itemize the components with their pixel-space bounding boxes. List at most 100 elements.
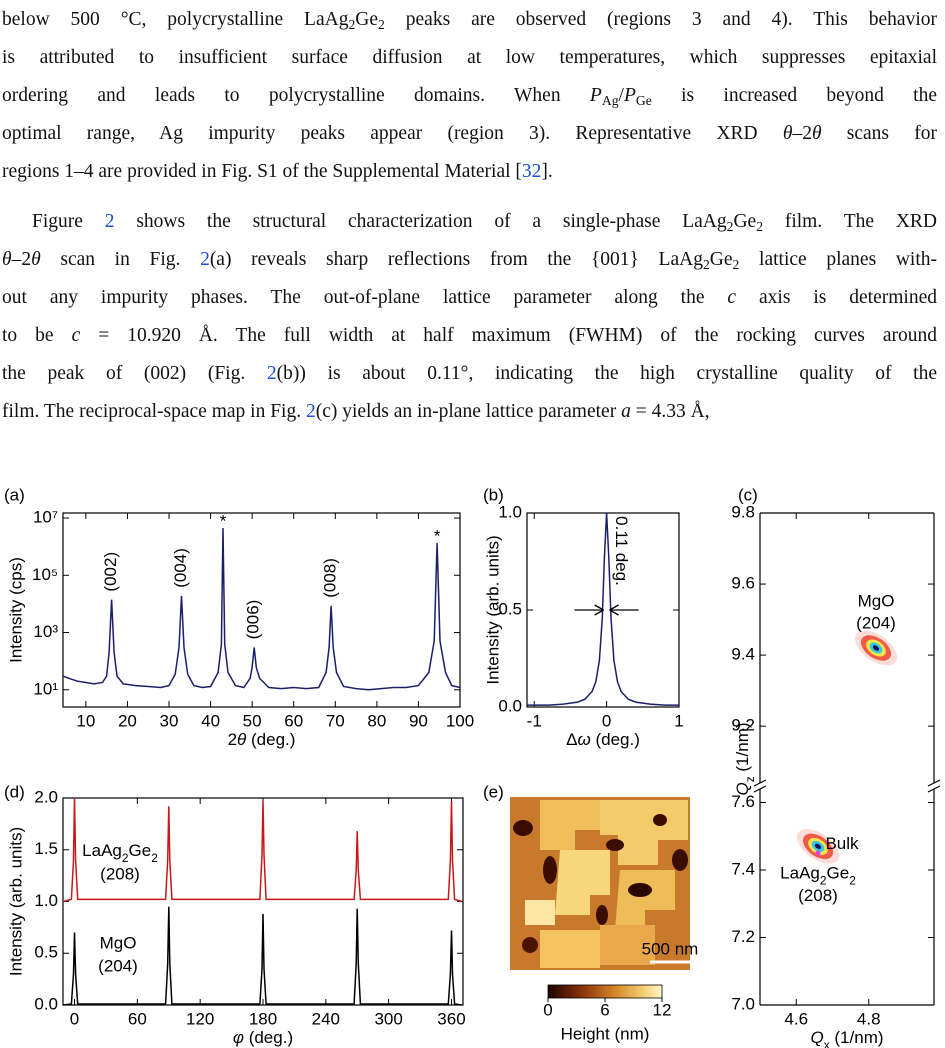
reference-link[interactable]: 32 — [521, 161, 542, 182]
text-line: the peak of (002) (Fig. 2(b)) is about 0… — [2, 361, 937, 387]
pit — [606, 839, 624, 851]
text-run: P — [623, 85, 636, 106]
y-tick-label: 9.2 — [731, 716, 755, 735]
text-run: θ — [237, 730, 247, 749]
text-run: φ — [233, 1028, 244, 1047]
text-run: 2 — [151, 851, 158, 865]
reference-link[interactable]: 2 — [266, 363, 277, 384]
text-run: θ — [811, 123, 822, 144]
pit — [628, 883, 652, 897]
annotation: Bulk — [825, 834, 859, 853]
reference-link[interactable]: 2 — [305, 401, 316, 422]
annotation: MgO — [100, 933, 137, 952]
text-run: (1/nm) — [733, 722, 752, 776]
y-tick-label: 1.0 — [498, 502, 522, 521]
y-tick-label: 9.8 — [731, 502, 755, 521]
data-line — [62, 527, 461, 691]
x-tick-label: 50 — [243, 711, 262, 730]
x-tick-label: 80 — [367, 711, 386, 730]
annotation: (004) — [171, 548, 190, 588]
text-run: 2 — [378, 17, 385, 32]
text-run: c — [727, 287, 737, 308]
text-line: out any impurity phases. The out-of-plan… — [2, 285, 937, 311]
text-run: 2 — [732, 257, 740, 272]
text-run: 2 — [122, 851, 129, 865]
text-run: optimal range, Ag impurity peaks appear … — [2, 123, 783, 144]
terrace — [615, 870, 675, 930]
text-run: shows the structural characterization of… — [114, 211, 727, 232]
x-tick-label: 70 — [326, 711, 345, 730]
scale-bar-label: 500 nm — [642, 939, 699, 958]
x-tick-label: 120 — [186, 1009, 214, 1028]
text-line: is attributed to insufficient surface di… — [2, 45, 937, 71]
y-tick-label: 10¹ — [33, 679, 58, 698]
spot-peak — [872, 645, 880, 651]
text-run: is increased beyond the — [651, 85, 938, 106]
y-tick-label: 10⁷ — [33, 508, 58, 527]
colorbar-tick-label: 12 — [653, 1000, 672, 1019]
y-axis-label: Intensity (arb. units) — [6, 827, 25, 976]
x-tick-label: 60 — [128, 1009, 147, 1028]
afm-image — [510, 797, 690, 970]
rsm-spot — [854, 630, 898, 666]
fwhm-arrowhead — [594, 604, 604, 616]
colorbar-label: Height (nm) — [561, 1024, 650, 1043]
annotation: LaAg2Ge2 — [780, 864, 856, 888]
axis-frame — [62, 512, 461, 708]
text-run: below 500 °C, polycrystalline LaAg — [2, 9, 349, 30]
text-line: to be c = 10.920 Å. The full width at ha… — [2, 323, 937, 349]
reference-link[interactable]: 2 — [200, 249, 210, 270]
rsm-spot — [796, 828, 840, 864]
x-tick-label: 100 — [446, 711, 474, 730]
y-tick-label: 1.5 — [34, 839, 58, 858]
y-tick-label: 9.4 — [731, 645, 755, 664]
text-run: (deg.) — [591, 730, 640, 749]
text-run: 2 — [726, 219, 734, 234]
text-run: 2 — [849, 874, 856, 888]
text-run: film. The XRD — [763, 211, 938, 232]
y-tick-label: 7.6 — [731, 792, 755, 811]
reference-link[interactable]: 2 — [104, 211, 115, 232]
text-run: film. The reciprocal-space map in Fig. — [2, 401, 306, 422]
terrace — [540, 930, 600, 968]
text-run: Ge — [733, 211, 757, 232]
text-run: c — [71, 325, 81, 346]
text-run: ω — [577, 730, 590, 749]
axis-break — [927, 779, 941, 787]
annotation: (002) — [101, 552, 120, 592]
text-run: (c) yields an in-plane lattice parameter — [315, 401, 622, 422]
axis-break — [753, 779, 767, 787]
text-run: LaAg — [82, 841, 122, 860]
y-axis-label: Qz (1/nm) — [733, 722, 757, 795]
annotation: 0.11 deg. — [612, 516, 631, 586]
annotation: (006) — [244, 600, 263, 640]
y-tick-label: 10³ — [33, 622, 58, 641]
y-tick-label: 2.0 — [34, 787, 58, 806]
text-run: θ — [31, 249, 41, 270]
pit — [653, 814, 667, 826]
text-run: Ag — [601, 93, 619, 108]
text-run: –2 — [792, 123, 812, 144]
annotation: MgO — [858, 591, 895, 610]
annotation: (208) — [798, 886, 838, 905]
text-run: z — [743, 776, 757, 782]
text-run: (deg.) — [246, 730, 295, 749]
colorbar-tick-label: 6 — [600, 1000, 609, 1019]
y-tick-label: 0.5 — [34, 943, 58, 962]
x-axis-label: Δω (deg.) — [566, 730, 640, 749]
text-run: ordering and leads to polycrystalline do… — [2, 85, 590, 106]
panel-label: (b) — [483, 485, 504, 504]
y-tick-label: 0.0 — [34, 994, 58, 1013]
text-run: x — [824, 1038, 830, 1048]
text-run: Ge — [709, 249, 733, 270]
annotation: (204) — [98, 956, 138, 975]
annotation: (204) — [856, 613, 896, 632]
y-axis-label: Intensity (arb. units) — [483, 535, 502, 684]
x-axis-label: φ (deg.) — [233, 1028, 293, 1047]
terrace — [600, 925, 655, 965]
text-run: Figure — [32, 211, 105, 232]
data-line — [527, 512, 679, 706]
text-run: Ge — [635, 93, 652, 108]
